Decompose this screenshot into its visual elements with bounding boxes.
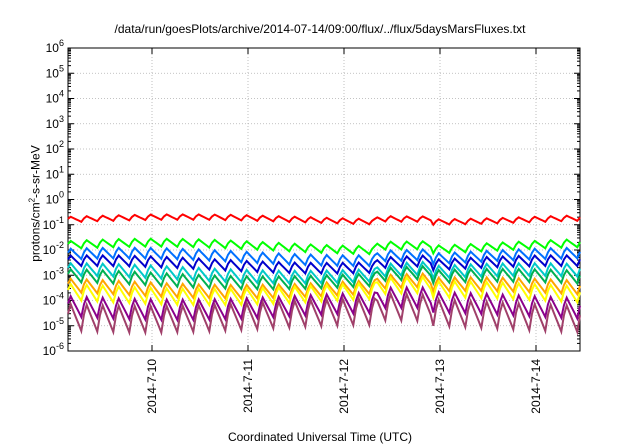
y-tick-label: 104 [46,89,64,106]
y-axis-label: protons/cm2-s-sr-MeV [27,145,43,262]
y-tick-label: 105 [46,63,64,80]
y-tick-label: 10-5 [43,316,64,333]
y-tick-label: 103 [46,114,64,131]
y-tick-label: 100 [46,190,64,207]
x-tick-label: 2014-7-14 [529,359,543,414]
series-line [67,264,581,292]
y-tick-label: 10-2 [43,240,64,257]
x-tick-label: 2014-7-10 [145,359,159,414]
x-axis-label: Coordinated Universal Time (UTC) [227,430,413,444]
y-tick-label: 101 [46,164,64,181]
y-tick-label: 106 [46,38,64,55]
series-line [67,237,581,256]
x-tick-label: 2014-7-13 [433,359,447,414]
y-tick-label: 10-3 [43,265,64,282]
series-line [67,260,581,286]
y-tick-label: 10-4 [43,291,64,308]
chart-title: /data/run/goesPlots/archive/2014-07-14/0… [114,22,526,36]
y-tick-label: 10-6 [43,341,64,358]
series-line [67,271,581,301]
series-line [67,253,581,276]
series-line [67,246,581,268]
y-tick-label: 102 [46,139,64,156]
x-tick-label: 2014-7-12 [337,359,351,414]
series-line [67,213,581,227]
y-tick-label: 10-1 [43,215,64,232]
series-line [67,290,581,337]
series-line [67,284,581,323]
series-line [67,274,581,308]
x-tick-label: 2014-7-11 [241,359,255,413]
